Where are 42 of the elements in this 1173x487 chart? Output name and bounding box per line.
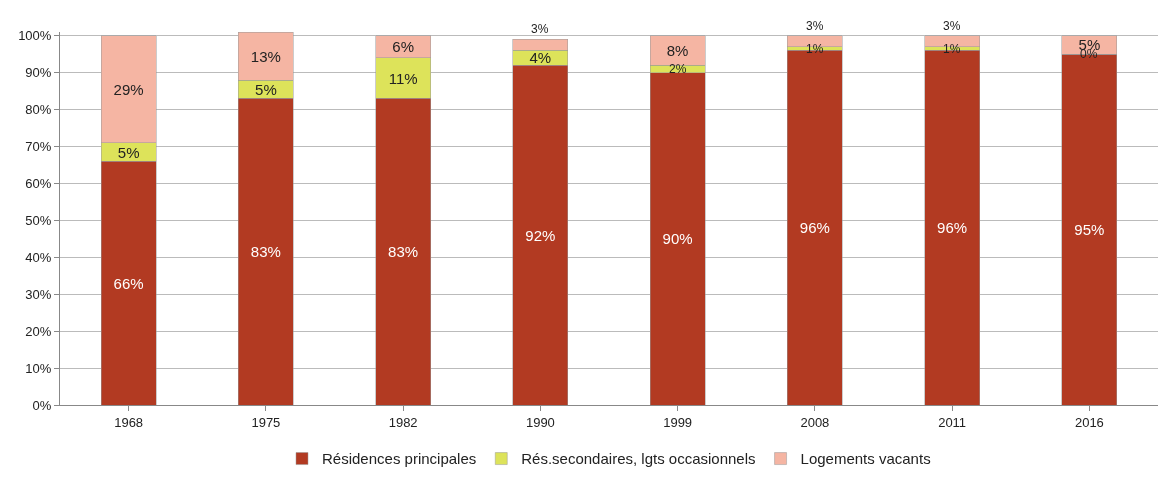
data-label: 96% [937, 219, 968, 237]
data-label: 11% [388, 69, 418, 87]
data-label: 13% [250, 47, 281, 65]
x-tick-label: 1999 [663, 414, 693, 430]
x-tick-label: 1982 [388, 414, 418, 430]
data-label: 92% [525, 226, 556, 244]
y-tick-label: 90% [25, 65, 52, 81]
y-tick-label: 60% [25, 175, 52, 191]
data-label: 2% [669, 62, 687, 76]
data-label: 90% [662, 230, 693, 248]
y-tick-label: 70% [25, 139, 52, 155]
legend-label: Rés.secondaires, lgts occasionnels [521, 450, 756, 468]
data-label: 5% [255, 80, 277, 98]
y-tick-label: 40% [25, 249, 52, 265]
x-tick-label: 2008 [800, 414, 830, 430]
data-label: 95% [1074, 221, 1105, 239]
x-tick-label: 2011 [938, 414, 967, 430]
y-tick-label: 80% [25, 102, 52, 118]
x-tick-label: 1968 [114, 414, 144, 430]
data-label: 66% [113, 274, 144, 292]
data-label: 3% [806, 19, 824, 33]
data-label: 29% [113, 80, 144, 98]
y-tick-label: 20% [25, 323, 52, 339]
data-label: 96% [799, 219, 830, 237]
data-label: 83% [388, 243, 419, 261]
data-label: 4% [529, 49, 552, 67]
y-tick-label: 10% [25, 360, 52, 376]
data-label: 3% [531, 22, 549, 36]
legend-label: Résidences principales [322, 450, 477, 468]
x-tick-label: 2016 [1074, 414, 1104, 430]
x-tick-label: 1990 [525, 414, 555, 430]
y-tick-label: 50% [25, 212, 52, 228]
y-tick-label: 100% [18, 28, 52, 44]
data-label: 8% [666, 41, 689, 59]
data-label: 6% [392, 38, 414, 56]
data-label: 3% [943, 19, 961, 33]
data-label: 83% [250, 243, 281, 261]
data-label: 5% [117, 143, 140, 161]
y-tick-label: 30% [25, 286, 52, 302]
y-tick-label: 0% [32, 397, 52, 413]
x-tick-label: 1975 [251, 414, 281, 430]
legend-label: Logements vacants [800, 450, 931, 468]
